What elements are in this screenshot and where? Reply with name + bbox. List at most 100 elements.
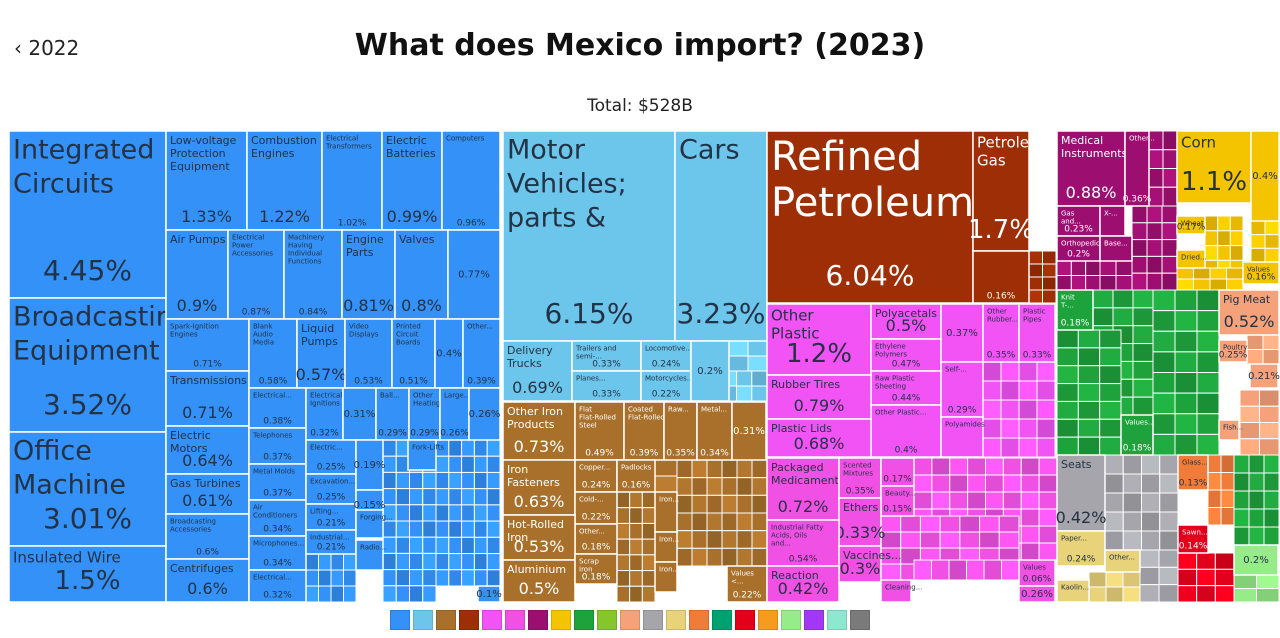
filler-tile[interactable] — [967, 457, 986, 476]
filler-tile[interactable] — [1000, 399, 1020, 420]
filler-tile[interactable] — [1077, 436, 1101, 456]
filler-tile[interactable] — [1233, 454, 1250, 474]
filler-tile[interactable] — [486, 569, 501, 587]
footwear-headwear-icon[interactable] — [758, 610, 778, 630]
tile-0-21[interactable]: 0.21% — [1248, 363, 1280, 389]
tile-electric[interactable]: Electric... 0.25% — [305, 439, 357, 475]
filler-tile[interactable] — [982, 399, 1002, 420]
filler-tile[interactable] — [1263, 472, 1280, 492]
filler-tile[interactable] — [1159, 473, 1179, 494]
filler-tile[interactable] — [1217, 215, 1231, 232]
filler-tile[interactable] — [1229, 215, 1244, 232]
filler-tile[interactable] — [1104, 530, 1124, 551]
filler-tile[interactable] — [1085, 260, 1101, 276]
filler-tile[interactable] — [409, 471, 424, 490]
filler-tile[interactable] — [486, 439, 501, 457]
filler-tile[interactable] — [1159, 492, 1179, 513]
vegetable-products-icon[interactable] — [551, 610, 571, 630]
filler-tile[interactable] — [318, 585, 332, 603]
filler-tile[interactable] — [983, 559, 1002, 581]
filler-tile[interactable] — [1158, 549, 1179, 568]
filler-tile[interactable] — [461, 488, 475, 506]
tile-sawn[interactable]: Sawn... 0.14% — [1177, 524, 1209, 554]
filler-tile[interactable] — [1122, 530, 1142, 551]
filler-tile[interactable] — [913, 491, 933, 510]
filler-tile[interactable] — [395, 585, 410, 603]
filler-tile[interactable] — [939, 515, 961, 533]
tile-planes[interactable]: Planes... 0.33% — [571, 370, 642, 402]
filler-tile[interactable] — [1152, 392, 1176, 415]
filler-tile[interactable] — [461, 520, 475, 538]
filler-tile[interactable] — [1233, 526, 1250, 546]
filler-tile[interactable] — [1264, 247, 1280, 263]
previous-year-link[interactable]: ‹ 2022 — [14, 36, 79, 60]
filler-tile[interactable] — [900, 515, 921, 533]
filler-tile[interactable] — [1174, 372, 1198, 394]
filler-tile[interactable] — [1099, 275, 1117, 291]
machinery-icon[interactable] — [390, 610, 410, 630]
filler-tile[interactable] — [1196, 585, 1216, 603]
miscellaneous-icon[interactable] — [643, 610, 663, 630]
filler-tile[interactable] — [382, 471, 397, 490]
filler-tile[interactable] — [641, 554, 656, 572]
filler-tile[interactable] — [1174, 330, 1198, 353]
filler-tile[interactable] — [422, 520, 437, 538]
filler-tile[interactable] — [1122, 454, 1142, 475]
filler-tile[interactable] — [728, 340, 749, 357]
filler-tile[interactable] — [751, 459, 768, 479]
filler-tile[interactable] — [343, 585, 357, 603]
filler-tile[interactable] — [1264, 220, 1280, 236]
filler-tile[interactable] — [473, 553, 488, 571]
filler-tile[interactable] — [676, 459, 693, 479]
filler-tile[interactable] — [1246, 349, 1264, 365]
filler-tile[interactable] — [1131, 222, 1148, 241]
tile-raw[interactable]: Raw... 0.35% — [663, 401, 698, 461]
filler-tile[interactable] — [448, 471, 463, 490]
filler-tile[interactable] — [1233, 490, 1250, 510]
filler-tile[interactable] — [1028, 263, 1043, 278]
filler-tile[interactable] — [979, 515, 1000, 533]
tile-forging[interactable]: Forging... — [355, 509, 393, 539]
filler-tile[interactable] — [409, 585, 424, 603]
filler-tile[interactable] — [473, 455, 488, 473]
filler-tile[interactable] — [691, 459, 708, 479]
filler-tile[interactable] — [1122, 492, 1142, 513]
filler-tile[interactable] — [1148, 149, 1164, 169]
tile-cold[interactable]: Cold-... 0.22% — [574, 491, 618, 525]
tile-other[interactable]: Other... — [1104, 549, 1141, 573]
filler-tile[interactable] — [1112, 289, 1134, 309]
filler-tile[interactable] — [691, 494, 708, 514]
filler-tile[interactable] — [486, 488, 501, 506]
filler-tile[interactable] — [1042, 263, 1057, 278]
filler-tile[interactable] — [706, 512, 723, 532]
filler-tile[interactable] — [721, 494, 738, 514]
filler-tile[interactable] — [435, 520, 450, 538]
filler-tile[interactable] — [1250, 247, 1266, 263]
tile-air-pumps[interactable]: Air Pumps 0.9% — [165, 229, 229, 320]
filler-tile[interactable] — [1077, 329, 1101, 349]
weapons-icon[interactable] — [850, 610, 870, 630]
filler-tile[interactable] — [1229, 245, 1244, 261]
filler-tile[interactable] — [1036, 361, 1056, 382]
filler-tile[interactable] — [1002, 457, 1022, 476]
tile-centrifuges[interactable]: Centrifuges 0.6% — [165, 558, 250, 603]
filler-tile[interactable] — [1152, 351, 1176, 373]
filler-tile[interactable] — [1174, 310, 1198, 332]
filler-tile[interactable] — [435, 553, 450, 571]
filler-tile[interactable] — [949, 457, 969, 476]
filler-tile[interactable] — [1038, 474, 1058, 493]
filler-tile[interactable] — [473, 520, 488, 538]
filler-tile[interactable] — [473, 569, 488, 587]
filler-tile[interactable] — [461, 455, 475, 473]
filler-tile[interactable] — [1248, 508, 1265, 528]
